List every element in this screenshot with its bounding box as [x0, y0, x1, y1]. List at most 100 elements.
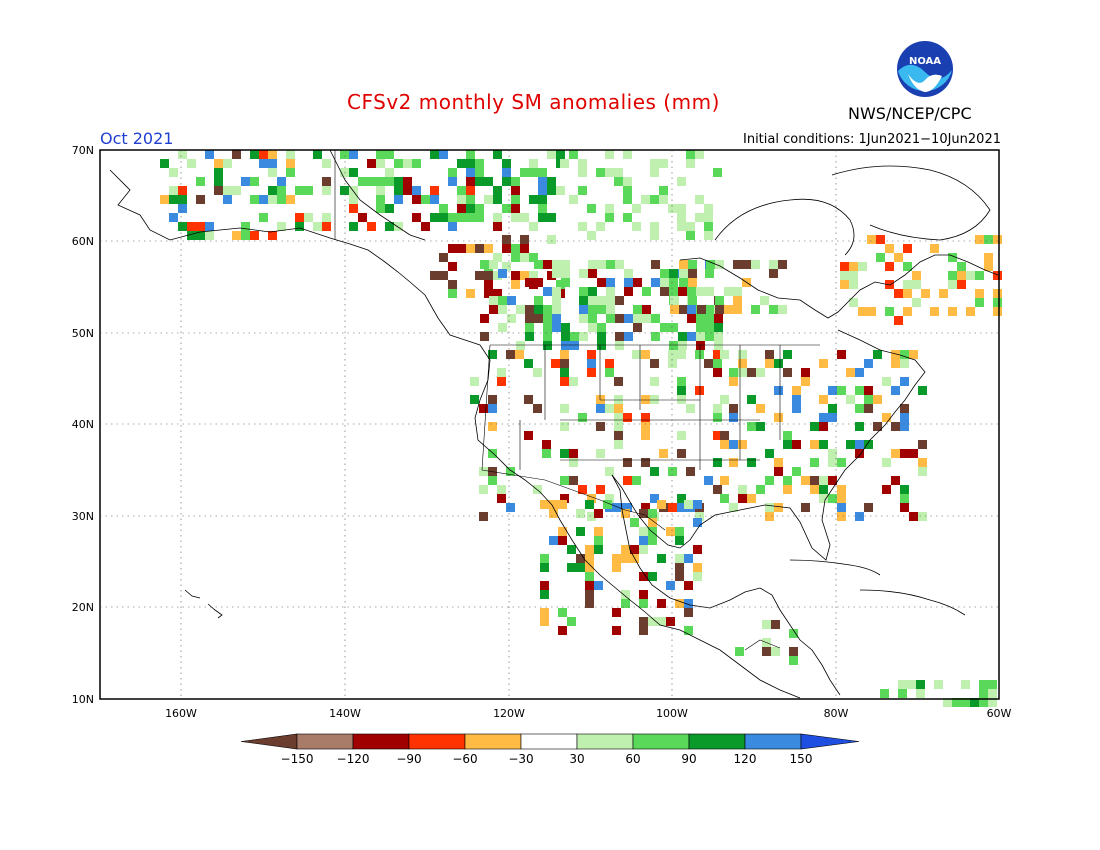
anomaly-cell	[738, 359, 747, 368]
anomaly-cell	[855, 422, 864, 431]
anomaly-cell	[457, 195, 466, 204]
anomaly-cell	[259, 213, 268, 222]
lat-label: 30N	[72, 510, 94, 523]
anomaly-cell	[837, 494, 846, 503]
anomaly-cell	[569, 449, 578, 458]
anomaly-cell	[412, 195, 421, 204]
lon-ticks: 160W 140W 120W 100W 80W 60W	[165, 707, 1011, 720]
forecast-month: Oct 2021	[100, 129, 174, 148]
anomaly-cell	[714, 332, 723, 341]
anomaly-cell	[538, 186, 547, 195]
anomaly-cell	[693, 500, 702, 509]
anomaly-cell	[688, 260, 697, 269]
anomaly-cell	[579, 332, 588, 341]
anomaly-cell	[349, 168, 358, 177]
anomaly-cell	[713, 413, 722, 422]
anomaly-cell	[900, 494, 909, 503]
anomaly-cell	[488, 422, 497, 431]
anomaly-cell	[632, 350, 641, 359]
anomaly-cell	[624, 278, 633, 287]
anomaly-cell	[457, 244, 466, 253]
anomaly-cell	[549, 536, 558, 545]
anomaly-cell	[569, 377, 578, 386]
anomaly-cell	[196, 222, 205, 231]
anomaly-cell	[864, 503, 873, 512]
anomaly-cell	[729, 503, 738, 512]
anomaly-cell	[769, 269, 778, 278]
anomaly-cell	[684, 599, 693, 608]
anomaly-cell	[533, 368, 542, 377]
anomaly-cells	[160, 150, 1002, 707]
anomaly-cell	[466, 213, 475, 222]
anomaly-cell	[552, 323, 561, 332]
anomaly-cell	[560, 494, 569, 503]
anomaly-cell	[232, 186, 241, 195]
anomaly-cell	[621, 545, 630, 554]
anomaly-cell	[529, 253, 538, 262]
anomaly-cell	[466, 177, 475, 186]
anomaly-cell	[855, 512, 864, 521]
anomaly-cell	[475, 159, 484, 168]
lon-label: 100W	[656, 707, 688, 720]
anomaly-cell	[891, 422, 900, 431]
anomaly-cell	[525, 323, 534, 332]
anomaly-cell	[918, 512, 927, 521]
anomaly-cell	[659, 159, 668, 168]
anomaly-cell	[588, 296, 597, 305]
anomaly-cell	[475, 204, 484, 213]
anomaly-cell	[957, 262, 966, 271]
political-borders	[334, 150, 820, 651]
anomaly-cell	[900, 359, 909, 368]
anomaly-cell	[605, 494, 614, 503]
anomaly-cell	[894, 289, 903, 298]
anomaly-cell	[696, 341, 705, 350]
anomaly-cell	[984, 253, 993, 262]
anomaly-cell	[903, 262, 912, 271]
anomaly-cell	[286, 168, 295, 177]
lat-ticks: 70N 60N 50N 40N 30N 20N 10N	[72, 144, 94, 706]
anomaly-cell	[250, 231, 259, 240]
anomaly-cell	[867, 307, 876, 316]
anomaly-cell	[322, 177, 331, 186]
anomaly-cell	[657, 500, 666, 509]
colorbar-segment	[576, 733, 634, 750]
anomaly-cell	[771, 647, 780, 656]
anomaly-cell	[493, 186, 502, 195]
anomaly-cell	[762, 620, 771, 629]
anomaly-cell	[552, 314, 561, 323]
anomaly-cell	[733, 260, 742, 269]
anomaly-cell	[686, 222, 695, 231]
anomaly-cell	[704, 204, 713, 213]
anomaly-cell	[569, 476, 578, 485]
anomaly-cell	[679, 269, 688, 278]
anomaly-cell	[724, 305, 733, 314]
anomaly-cell	[706, 260, 715, 269]
anomaly-cell	[756, 422, 765, 431]
anomaly-cell	[178, 204, 187, 213]
anomaly-cell	[538, 177, 547, 186]
anomaly-cell	[714, 323, 723, 332]
anomaly-cell	[412, 213, 421, 222]
anomaly-cell	[241, 231, 250, 240]
anomaly-cell	[516, 341, 525, 350]
anomaly-cell	[659, 195, 668, 204]
anomaly-cell	[558, 608, 567, 617]
anomaly-cell	[633, 305, 642, 314]
colorbar-arrow-low	[240, 733, 298, 750]
anomaly-cell	[855, 386, 864, 395]
anomaly-cell	[934, 680, 943, 689]
anomaly-cell	[511, 177, 520, 186]
anomaly-cell	[633, 314, 642, 323]
anomaly-cell	[639, 626, 648, 635]
anomaly-cell	[858, 307, 867, 316]
anomaly-cell	[561, 278, 570, 287]
anomaly-cell	[502, 244, 511, 253]
anomaly-cell	[639, 527, 648, 536]
anomaly-cell	[801, 368, 810, 377]
anomaly-cell	[639, 536, 648, 545]
anomaly-cell	[769, 260, 778, 269]
colorbar-segment	[464, 733, 522, 750]
anomaly-cell	[376, 186, 385, 195]
anomaly-cell	[686, 231, 695, 240]
anomaly-cell	[493, 213, 502, 222]
